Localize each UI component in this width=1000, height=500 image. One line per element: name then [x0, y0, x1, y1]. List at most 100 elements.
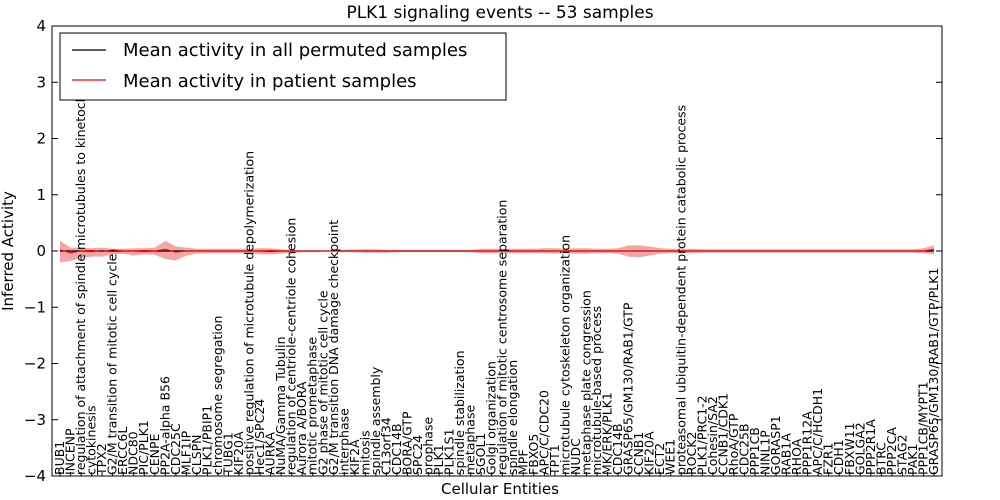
x-tick-label: spindle elongation	[505, 360, 520, 475]
x-tick-label: G2/M transition of mitotic cell cycle	[105, 253, 120, 475]
y-tick-label: 0	[36, 242, 46, 260]
x-tick-label: PLK1/PBIP1	[199, 405, 214, 475]
x-tick-label: CDC25C	[168, 423, 183, 475]
x-tick-label: NUDC	[568, 438, 583, 475]
x-tick-label: C13orf34	[378, 417, 393, 475]
x-tick-label: mitotic prometaphase	[305, 337, 320, 475]
y-tick-label: 1	[36, 186, 46, 204]
x-tick-label: GRASP65/GM130/RAB1/GTP	[621, 302, 636, 475]
x-tick-label: RAB1A	[779, 433, 794, 475]
x-tick-label: CDC14B	[389, 423, 404, 475]
x-tick-label: cytokinesis	[84, 405, 99, 475]
legend-label-patient: Mean activity in patient samples	[123, 71, 417, 92]
x-tick-label: TUBG1	[221, 432, 236, 476]
x-tick-label: G2 phase of mitotic cell cycle	[315, 290, 330, 475]
x-tick-label: Cohesin/SA2	[705, 396, 720, 475]
x-tick-label: RHOA	[789, 438, 804, 475]
x-tick-label: Golgi organization	[484, 361, 499, 475]
legend-box	[59, 32, 507, 101]
x-tick-label: SPC24	[410, 435, 425, 475]
x-tick-label: chromosome segregation	[210, 316, 225, 475]
x-tick-label: PPP2CA	[884, 427, 899, 475]
x-tick-label: prophase	[421, 417, 436, 475]
x-tick-label: PP2A-alpha B56	[157, 376, 172, 475]
x-tick-label: CDC25B	[737, 423, 752, 475]
x-tick-label: FBXO5	[526, 434, 541, 475]
x-tick-label: APC/C/HCDH1	[810, 388, 825, 475]
x-tick-label: ERCC6L	[115, 427, 130, 475]
x-tick-label: CLSPN	[189, 434, 204, 475]
x-tick-label: RhoA/GTP	[726, 413, 741, 475]
x-tick-label: GORASP1	[768, 415, 783, 475]
x-tick-label: ROCK2	[684, 432, 699, 475]
patient-mean-line	[59, 248, 935, 254]
x-tick-label: KIF20A	[642, 431, 657, 475]
x-tick-label: microtubule-based process	[589, 306, 604, 475]
x-tick-label: NINL1P	[758, 430, 773, 475]
x-tick-label: Hec1/SPC24	[252, 399, 267, 475]
x-tick-label: BTRC	[873, 442, 888, 475]
x-tick-label: CDH1	[831, 439, 846, 475]
x-tick-label: INCENP	[63, 428, 78, 475]
x-tick-label: BUB1	[52, 441, 67, 475]
x-tick-label: KIF20A	[231, 431, 246, 475]
x-tick-label: interphase	[336, 408, 351, 475]
x-tick-label: Aurora A/BORA	[294, 381, 309, 475]
x-tick-label: PPP1R12A	[800, 411, 815, 475]
x-tick-label: TPX2	[94, 443, 109, 476]
y-tick-label: −2	[24, 355, 46, 373]
x-tick-label: BORA/GTP	[400, 411, 415, 475]
y-tick-label: 3	[36, 73, 46, 91]
x-tick-label: metaphase plate congression	[579, 290, 594, 475]
x-tick-label: MPF	[515, 449, 530, 475]
x-tick-label: FBXW11	[842, 422, 857, 475]
x-tick-label: G2/M transition DNA damage checkpoint	[326, 220, 341, 475]
x-tick-label: ECT2	[652, 443, 667, 475]
x-tick-label: FZR1	[821, 443, 836, 475]
x-tick-label: PLK1S1	[442, 428, 457, 475]
x-tick-label: CCNB1/CDK1	[715, 393, 730, 475]
x-tick-label: KIF2A	[347, 439, 362, 475]
x-tick-label: GOLGA2	[852, 422, 867, 475]
x-axis-label: Cellular Entities	[441, 480, 559, 498]
x-tick-label: SGOL1	[473, 433, 488, 475]
x-tick-label: regulation of attachment of spindle micr…	[73, 74, 88, 475]
x-tick-label: PLK1/PRC1-2	[694, 395, 709, 475]
legend: Mean activity in all permuted samples Me…	[59, 32, 507, 101]
x-tick-label: PAK1	[905, 444, 920, 475]
y-axis: −4 −3 −2 −1 0 1 2 3 4	[24, 17, 942, 485]
x-tick-label: spindle assembly	[368, 366, 383, 475]
x-tick-label: MK/ERK/PLK1	[600, 392, 615, 475]
y-tick-label: 4	[36, 17, 46, 35]
x-tick-label: PPP1CB/MYPT1	[916, 381, 931, 475]
y-tick-label: −3	[24, 411, 46, 429]
x-tick-label: CENPE	[147, 433, 162, 475]
x-tick-label: mitosis	[357, 430, 372, 475]
x-tick-label: PLK1	[431, 444, 446, 475]
y-tick-label: −4	[24, 467, 46, 485]
x-tick-label: MLF1IP	[178, 430, 193, 475]
x-tick-label: STAG2	[894, 434, 909, 475]
x-tick-label: CDC14B	[610, 423, 625, 475]
x-tick-label: APC/C/CDC20	[536, 390, 551, 475]
y-tick-label: −1	[24, 298, 46, 316]
y-axis-label: Inferred Activity	[0, 191, 17, 311]
y-tick-label: 2	[36, 130, 46, 148]
x-tick-label: proteasomal ubiquitin-dependent protein …	[673, 105, 688, 475]
x-tick-label: AURKA	[263, 432, 278, 475]
x-tick-label: PIC/PLK1	[136, 420, 151, 475]
x-tick-label: metaphase	[463, 405, 478, 475]
x-tick-label: PPP1CB	[747, 427, 762, 475]
plot-area	[59, 240, 935, 263]
x-tick-label: TPT1	[547, 444, 562, 476]
x-tick-label: regulation of mitotic centrosome separat…	[494, 200, 509, 475]
x-tick-label: regulation of centriole-centriole cohesi…	[284, 218, 299, 475]
x-tick-label: GRASP65/GM130/RAB1/GTP/PLK1	[926, 268, 941, 475]
x-tick-label: NDC80	[126, 431, 141, 475]
x-tick-label: NuMA/Gamma Tubulin	[273, 336, 288, 475]
x-tick-label: CCNB1	[631, 432, 646, 475]
x-tick-label: WEE1	[663, 439, 678, 475]
x-tick-label: microtubule cytoskeleton organization	[557, 235, 572, 475]
